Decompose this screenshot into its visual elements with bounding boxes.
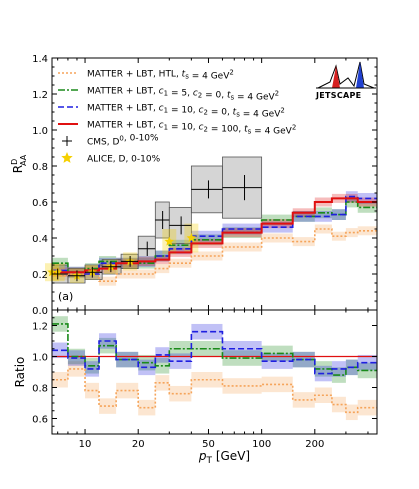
ratio-band-c5	[52, 316, 68, 332]
legend-marker-alice	[61, 152, 73, 163]
legend-label: CMS, D0, 0-10%	[87, 134, 159, 148]
y-tick-label: 1.2	[32, 90, 48, 101]
top-band-matter_htl	[331, 231, 346, 241]
y-tick-label: 1.4	[32, 54, 48, 65]
y-tick-label: 0.6	[32, 198, 48, 209]
alice-point	[186, 233, 197, 243]
ratio-band-c10_0	[357, 354, 377, 371]
x-tick-label: 200	[305, 439, 324, 450]
top-band-c10_0	[292, 211, 315, 222]
ratio-line-matter_htl	[52, 368, 377, 414]
ratio-y-tick-label: 0.8	[32, 384, 48, 395]
y-tick-label: 0.2	[32, 270, 48, 281]
ratio-band-c10_0	[331, 361, 346, 377]
legend-label: MATTER + LBT, c1 = 5, c2 = 0, ts = 4 GeV…	[87, 87, 279, 103]
top-axis-ticks: 0.0 0.2 0.4 0.6 0.8 1.0 1.2 1.4	[32, 54, 377, 317]
ratio-band-c10_0	[155, 347, 170, 363]
top-y-axis-label: RDAA	[10, 154, 28, 173]
ratio-band-matter_htl	[222, 378, 262, 394]
ratio-band-matter_htl	[138, 399, 156, 416]
bottom-axis-ticks: 0.6 0.8 1.0 1.2 10 20 50 100 200	[32, 58, 377, 450]
top-band-c10_0	[52, 265, 68, 276]
ratio-band-matter_htl	[155, 375, 170, 391]
ratio-y-tick-label: 1.2	[32, 322, 48, 333]
legend: MATTER + LBT, HTL, ts = 4 GeV2 MATTER + L…	[58, 69, 296, 165]
top-band-matter_htl	[292, 237, 315, 247]
bottom-panel: 0.6 0.8 1.0 1.2 10 20 50 100 200 Ratio pT [GeV]	[13, 58, 378, 466]
legend-entry-c10_100: MATTER + LBT, c1 = 10, c2 = 100, ts = 4 …	[58, 121, 296, 137]
y-tick-label: 0.8	[32, 162, 48, 173]
legend-label: MATTER + LBT, c1 = 10, c2 = 0, ts = 4 Ge…	[87, 104, 285, 120]
alice-point	[164, 236, 175, 246]
top-band-matter_htl	[138, 269, 156, 279]
legend-entry-cms: CMS, D0, 0-10%	[62, 134, 159, 148]
top-line-c10_100	[52, 197, 377, 274]
legend-label: MATTER + LBT, HTL, ts = 4 GeV2	[87, 69, 234, 82]
ratio-y-tick-label: 1.0	[32, 353, 48, 364]
x-tick-label: 50	[202, 439, 215, 450]
panel-label: (a)	[58, 290, 73, 303]
legend-label: MATTER + LBT, c1 = 10, c2 = 100, ts = 4 …	[87, 121, 296, 137]
ratio-y-tick-label: 0.6	[32, 415, 48, 426]
ratio-band-matter_htl	[357, 399, 377, 416]
x-axis-label: pT [GeV]	[198, 449, 250, 466]
ratio-band-c5	[292, 351, 315, 368]
top-band-c10_0	[99, 257, 117, 269]
y-tick-label: 0.0	[32, 306, 48, 317]
bottom-y-axis-label: Ratio	[13, 357, 27, 388]
x-tick-label: 100	[252, 439, 271, 450]
logo-spike-blue	[356, 62, 364, 88]
top-band-c10_0	[314, 211, 332, 222]
logo-spike-outline	[317, 61, 375, 89]
top-panel: 0.0 0.2 0.4 0.6 0.8 1.0 1.2 1.4 RDAA (a) MATTER…	[10, 54, 378, 317]
ratio-band-matter_htl	[67, 361, 86, 377]
top-band-c5	[169, 239, 192, 251]
ratio-band-matter_htl	[331, 396, 346, 413]
y-tick-label: 0.4	[32, 234, 48, 245]
top-band-c10_0	[191, 230, 223, 242]
ratio-band-c5	[191, 341, 223, 357]
logo-jet-spikes	[316, 61, 376, 89]
legend-entry-matter_htl: MATTER + LBT, HTL, ts = 4 GeV2	[58, 69, 234, 82]
x-tick-label: 10	[79, 439, 92, 450]
legend-entry-c5: MATTER + LBT, c1 = 5, c2 = 0, ts = 4 GeV…	[58, 87, 279, 103]
ratio-band-matter_htl	[116, 382, 139, 399]
top-band-matter_htl	[314, 224, 332, 234]
y-tick-label: 1.0	[32, 126, 48, 137]
logo-spike-red	[332, 66, 340, 88]
top-band-c5	[138, 257, 156, 269]
jetscape-logo: JETSCAPE	[315, 61, 376, 100]
ratio-band-matter_htl	[52, 372, 68, 388]
x-tick-label: 20	[132, 439, 145, 450]
top-band-c5	[52, 257, 68, 269]
ratio-band-matter_htl	[345, 404, 358, 421]
legend-entry-c10_0: MATTER + LBT, c1 = 10, c2 = 0, ts = 4 Ge…	[58, 104, 285, 120]
top-band-matter_htl	[155, 264, 170, 274]
ratio-band-c10_0	[292, 351, 315, 368]
top-band-matter_htl	[116, 269, 139, 279]
legend-label: ALICE, D, 0-10%	[87, 155, 161, 165]
legend-entry-alice: ALICE, D, 0-10%	[61, 152, 161, 165]
ratio-band-matter_htl	[261, 376, 293, 393]
ratio-band-c5	[222, 350, 262, 366]
top-line-matter_htl	[52, 228, 377, 282]
top-band-c5	[292, 211, 315, 222]
ratio-band-c10_0	[52, 342, 68, 359]
logo-text: JETSCAPE	[315, 91, 361, 100]
ratio-band-matter_htl	[99, 398, 117, 414]
ratio-band-c10_0	[261, 353, 293, 369]
ratio-line-c10_0	[52, 330, 377, 375]
bottom-series-lines	[52, 323, 377, 414]
top-band-matter_htl	[345, 228, 358, 238]
top-band-matter_htl	[169, 258, 192, 268]
